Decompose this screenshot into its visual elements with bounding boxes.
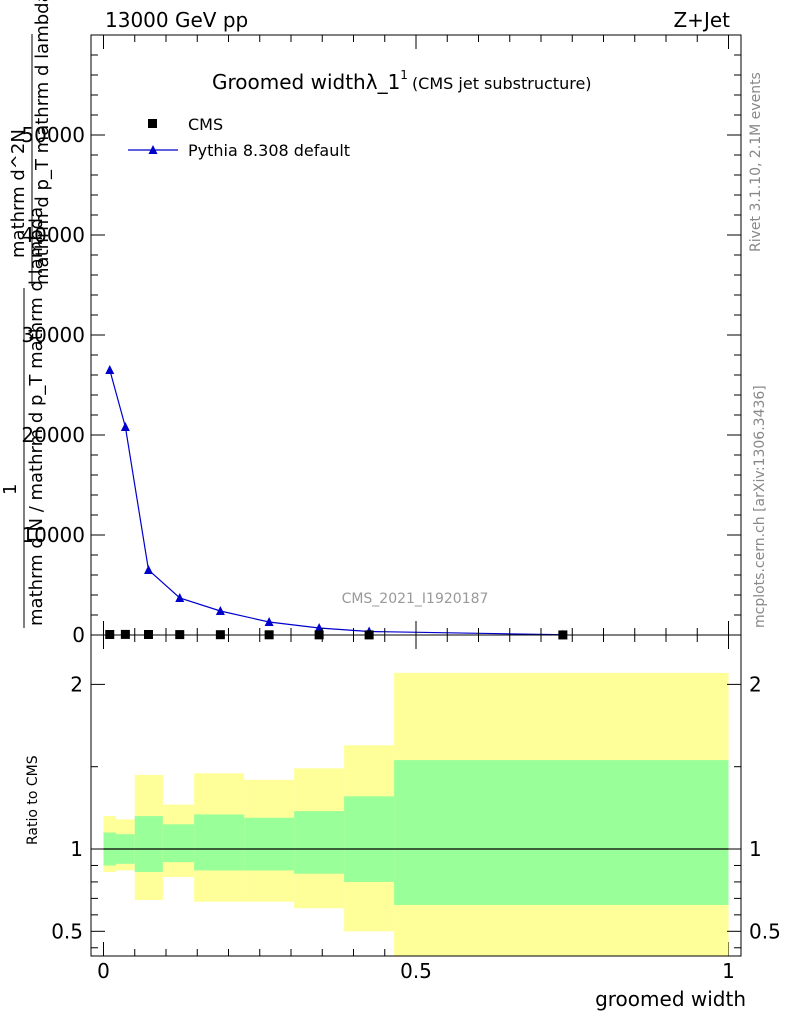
pythia-point bbox=[144, 565, 153, 574]
legend-cms-label: CMS bbox=[188, 115, 223, 134]
plot-title: Groomed widthλ_11 (CMS jet substructure) bbox=[212, 68, 592, 94]
main-y-tick-label: 20000 bbox=[21, 423, 85, 447]
pythia-point bbox=[215, 606, 225, 615]
mcplots-info: mcplots.cern.ch [arXiv:1306.3436] bbox=[752, 385, 768, 628]
header-left: 13000 GeV pp bbox=[105, 8, 248, 32]
main-y-tick-label: 50000 bbox=[21, 123, 85, 147]
analysis-watermark: CMS_2021_I1920187 bbox=[342, 591, 489, 607]
ratio-inner-band bbox=[344, 796, 395, 882]
pythia-point bbox=[105, 365, 115, 374]
cms-point bbox=[120, 629, 130, 639]
legend-cms-marker bbox=[148, 119, 157, 128]
ratio-y-tick-label-right: 1 bbox=[749, 837, 762, 861]
x-tick-label: 0 bbox=[97, 959, 110, 983]
ratio-y-axis-label: Ratio to CMS bbox=[25, 755, 41, 845]
ratio-y-tick-label-right: 2 bbox=[749, 672, 762, 696]
legend-pythia-marker bbox=[148, 145, 158, 154]
ratio-plot-area: 0.5 0.5 1 1 2 2 0 0.5 1 bbox=[51, 621, 781, 983]
pythia-point bbox=[120, 422, 130, 431]
ratio-inner-band bbox=[134, 816, 163, 873]
plot-title-lambda: λ_1 bbox=[366, 70, 401, 94]
ratio-y-tick-label: 2 bbox=[70, 672, 83, 696]
pythia-point bbox=[314, 623, 324, 632]
pythia-point bbox=[175, 593, 185, 602]
pythia-point bbox=[264, 617, 274, 626]
plot-title-sub: (CMS jet substructure) bbox=[412, 74, 592, 93]
ylabel-top-num: mathrm d^2N bbox=[8, 129, 29, 258]
x-axis-label: groomed width bbox=[595, 987, 746, 1011]
ratio-inner-band bbox=[194, 814, 245, 871]
ratio-inner-band bbox=[294, 811, 345, 874]
pythia-series-line bbox=[109, 369, 563, 636]
rivet-info: Rivet 3.1.10, 2.1M events bbox=[748, 72, 764, 252]
ylabel-top-den: mathrm d p_T mathrm d lambda bbox=[32, 0, 53, 285]
x-tick-label: 0.5 bbox=[400, 959, 432, 983]
ylabel-num: 1 bbox=[0, 484, 21, 495]
main-y-tick-label: 30000 bbox=[21, 323, 85, 347]
ratio-inner-band bbox=[244, 817, 295, 871]
header-right: Z+Jet bbox=[673, 8, 730, 32]
main-y-tick-label: 0 bbox=[72, 623, 85, 647]
x-tick-label: 1 bbox=[722, 959, 735, 983]
ratio-y-tick-label-right: 0.5 bbox=[749, 919, 781, 943]
plot-title-main: Groomed width bbox=[212, 70, 366, 94]
ratio-inner-band bbox=[394, 760, 729, 905]
ylabel-den: mathrm d N / mathrm d p_T mathrm d lambd… bbox=[26, 207, 47, 626]
ratio-inner-band bbox=[162, 824, 195, 863]
ratio-y-tick-label: 0.5 bbox=[51, 919, 83, 943]
ratio-y-tick-label: 1 bbox=[70, 837, 83, 861]
plot-title-sup: 1 bbox=[400, 68, 408, 82]
legend-pythia-label: Pythia 8.308 default bbox=[188, 141, 350, 160]
main-y-tick-label: 10000 bbox=[21, 523, 85, 547]
main-y-axis-label: mathrm d^2N mathrm d p_T mathrm d lambda… bbox=[0, 0, 53, 628]
ratio-plot-frame bbox=[90, 634, 742, 957]
